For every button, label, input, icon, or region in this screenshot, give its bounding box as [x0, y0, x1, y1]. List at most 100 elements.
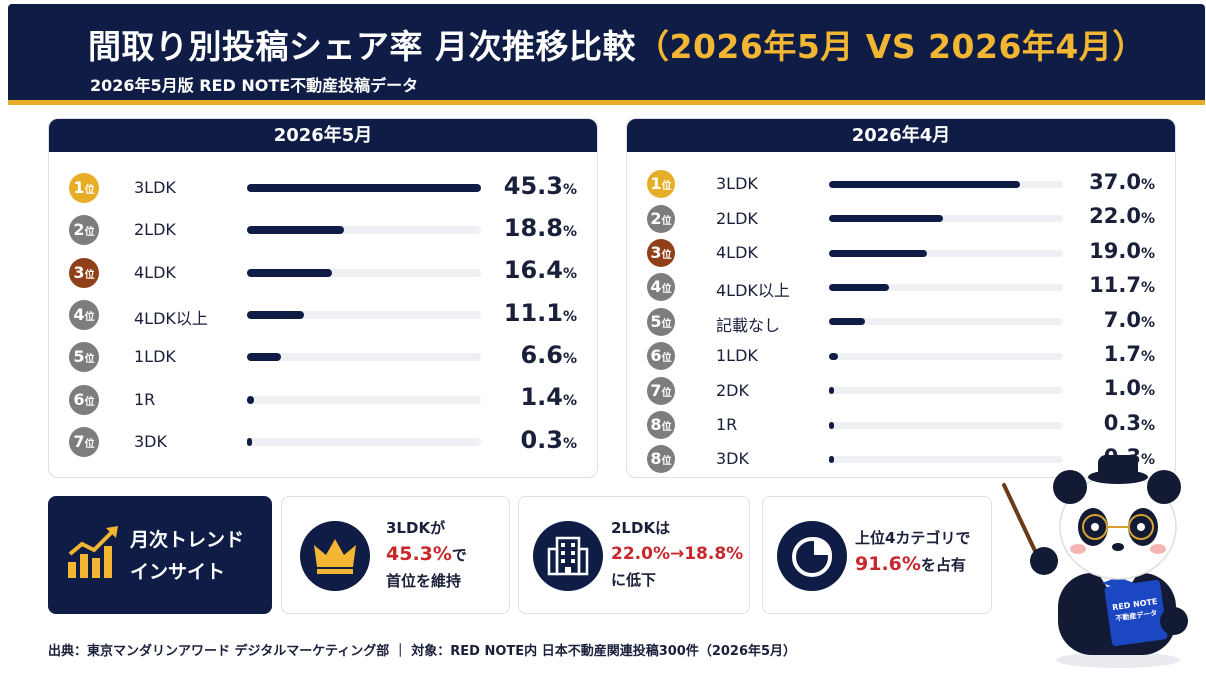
rank-suffix: 位	[661, 456, 672, 468]
crown-icon	[300, 521, 370, 591]
page-title: 間取り別投稿シェア率 月次推移比較（2026年5月 VS 2026年4月）	[88, 20, 1146, 68]
value-unit: %	[562, 435, 577, 452]
insight-text-line1: 2LDKは	[611, 519, 671, 537]
insight-text-after: を占有	[920, 556, 966, 574]
value-number: 11.1	[503, 298, 563, 327]
value-label: 37.0%	[1089, 170, 1155, 194]
rank-badge: 6位	[647, 342, 675, 371]
value-label: 6.6%	[520, 341, 577, 369]
rank-badge: 4位	[69, 300, 99, 331]
value-label: 1.0%	[1104, 376, 1155, 400]
insight-card-top4: 上位4カテゴリで 91.6%を占有	[762, 496, 992, 614]
rank-number: 2	[73, 220, 85, 240]
rank-badge: 3位	[647, 239, 675, 267]
value-number: 16.4	[503, 256, 563, 285]
bar	[247, 437, 252, 446]
bar	[829, 283, 890, 291]
panel-title: 2026年4月	[627, 119, 1175, 152]
value-unit: %	[562, 181, 577, 198]
rank-badge: 8位	[647, 445, 675, 474]
bar	[829, 215, 943, 223]
insight-title-line2: インサイト	[130, 561, 226, 583]
bar-track	[247, 437, 481, 446]
category-label: 4LDK	[716, 243, 758, 262]
bar-track	[829, 283, 1063, 291]
rank-number: 4	[73, 305, 85, 325]
panel-title: 2026年5月	[49, 119, 597, 152]
rank-suffix: 位	[84, 185, 95, 197]
rank-badge: 3位	[69, 257, 99, 288]
value-unit: %	[1140, 348, 1155, 365]
bar-track	[247, 395, 481, 404]
header-accent-stripe	[8, 100, 1205, 105]
category-label: 3LDK	[716, 174, 758, 194]
rank-suffix: 位	[661, 387, 672, 399]
bar-track	[829, 387, 1063, 395]
value-number: 1.0	[1103, 376, 1141, 401]
insight-title-line1: 月次トレンド	[130, 529, 245, 551]
value-number: 1.4	[520, 383, 563, 412]
value-number: 0.3	[1103, 410, 1141, 435]
insight-highlight: 22.0%→18.8%	[611, 544, 744, 564]
rank-number: 1	[650, 174, 662, 194]
insight-highlight: 91.6%	[855, 553, 921, 575]
value-label: 45.3%	[504, 172, 577, 200]
rank-badge: 8位	[647, 411, 675, 439]
rank-badge: 1位	[647, 170, 675, 199]
rank-suffix: 位	[84, 269, 95, 281]
category-label: 2LDK	[716, 208, 758, 228]
value-unit: %	[1140, 211, 1155, 228]
rank-number: 5	[73, 347, 85, 367]
pie-icon	[777, 521, 847, 591]
insight-text-line1: 3LDKが	[386, 519, 446, 537]
category-label: 1LDK	[134, 347, 176, 367]
bar-track	[829, 318, 1063, 326]
rank-badge: 6位	[69, 384, 99, 415]
category-label: 4LDK以上	[716, 281, 790, 301]
source-footer: 出典：東京マンダリンアワード デジタルマーケティング部 ｜ 対象：RED NOT…	[48, 644, 797, 659]
bar-track	[247, 184, 481, 193]
rank-suffix: 位	[84, 312, 95, 324]
bar	[247, 395, 255, 404]
insight-text-line1: 上位4カテゴリで	[855, 529, 971, 547]
value-unit: %	[562, 393, 577, 410]
bar-track	[829, 249, 1063, 257]
value-label: 19.0%	[1089, 239, 1155, 263]
bar-track	[829, 352, 1063, 360]
category-label: 4LDK	[134, 262, 176, 282]
rank-suffix: 位	[661, 353, 672, 365]
value-label: 0.3%	[520, 426, 577, 454]
value-number: 18.8	[503, 214, 563, 243]
rank-suffix: 位	[84, 354, 95, 366]
category-label: 2LDK	[134, 220, 176, 240]
rank-number: 7	[650, 380, 662, 400]
value-label: 11.1%	[504, 299, 577, 327]
rank-badge: 2位	[647, 204, 675, 233]
rank-number: 8	[650, 415, 662, 434]
value-unit: %	[1140, 245, 1155, 262]
rank-suffix: 位	[84, 227, 95, 239]
value-label: 0.3%	[1104, 411, 1155, 435]
value-unit: %	[1140, 383, 1155, 400]
title-highlight: （2026年5月 VS 2026年4月）	[636, 27, 1146, 66]
value-number: 0.3	[520, 425, 563, 454]
insight-text-after: で	[451, 546, 467, 564]
bar-track	[247, 353, 481, 362]
bar	[829, 387, 835, 395]
bar	[829, 421, 834, 429]
value-unit: %	[1140, 314, 1155, 331]
rank-suffix: 位	[661, 284, 672, 296]
title-main: 間取り別投稿シェア率 月次推移比較	[88, 27, 636, 66]
rank-badge: 7位	[647, 376, 675, 405]
value-unit: %	[1140, 280, 1155, 297]
category-label: 記載なし	[716, 315, 781, 335]
value-number: 22.0	[1089, 204, 1141, 229]
value-unit: %	[1140, 176, 1155, 193]
bar-track	[247, 226, 481, 235]
insight-card-2ldk: 2LDKは 22.0%→18.8% に低下	[518, 496, 750, 614]
may-2026-panel: 2026年5月 1位 3LDK 45.3% 2位 2LDK 18.8% 3位 4LDK 16.4…	[48, 118, 598, 478]
rank-number: 4	[650, 277, 662, 297]
value-label: 7.0%	[1104, 308, 1155, 332]
bar	[247, 311, 305, 320]
bar	[829, 318, 866, 326]
